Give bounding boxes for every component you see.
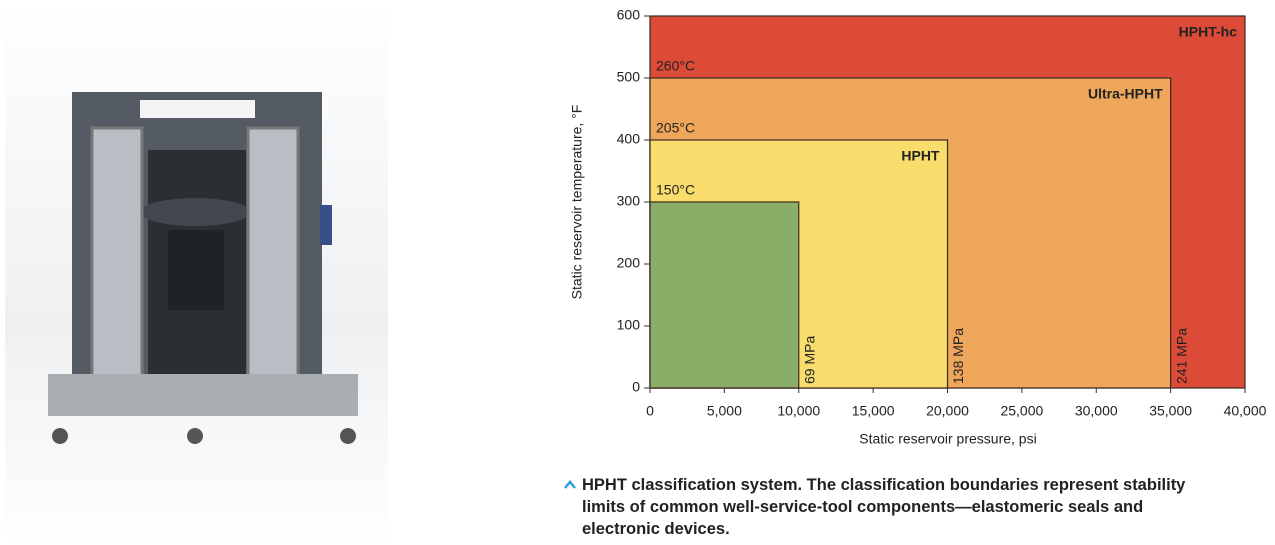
x-axis-title: Static reservoir pressure, psi: [859, 431, 1036, 447]
caption-marker: [563, 480, 577, 490]
x-tick-label: 35,000: [1149, 403, 1192, 419]
y-tick-label: 0: [632, 379, 640, 395]
caption: HPHT classification system. The classifi…: [582, 474, 1222, 540]
y-tick-label: 400: [617, 131, 641, 147]
y-tick-label: 500: [617, 69, 641, 85]
y-tick-label: 100: [617, 317, 641, 333]
region-label: Ultra-HPHT: [1088, 86, 1163, 102]
x-tick-label: 20,000: [926, 403, 969, 419]
y-axis-title: Static reservoir temperature, °F: [569, 105, 585, 300]
chart: Static reservoir temperature, °F Static …: [555, 0, 1275, 460]
temperature-label: 205°C: [656, 120, 695, 136]
page: Static reservoir temperature, °F Static …: [0, 0, 1275, 545]
region-label: HPHT-hc: [1179, 24, 1238, 40]
region: [650, 202, 799, 388]
x-tick-label: 30,000: [1075, 403, 1118, 419]
temperature-label: 150°C: [656, 182, 695, 198]
pressure-label: 69 MPa: [801, 336, 817, 384]
pressure-label: 138 MPa: [950, 328, 966, 384]
region-label: HPHT: [901, 148, 940, 164]
x-tick-label: 15,000: [852, 403, 895, 419]
x-tick-label: 40,000: [1224, 403, 1267, 419]
x-tick-label: 10,000: [777, 403, 820, 419]
pressure-label: 241 MPa: [1173, 328, 1189, 384]
x-tick-label: 25,000: [1000, 403, 1043, 419]
x-tick-label: 0: [646, 403, 654, 419]
y-tick-label: 200: [617, 255, 641, 271]
machine-photo: [0, 0, 390, 545]
y-tick-label: 300: [617, 193, 641, 209]
y-tick-label: 600: [617, 7, 641, 23]
temperature-label: 260°C: [656, 58, 695, 74]
x-tick-label: 5,000: [707, 403, 742, 419]
